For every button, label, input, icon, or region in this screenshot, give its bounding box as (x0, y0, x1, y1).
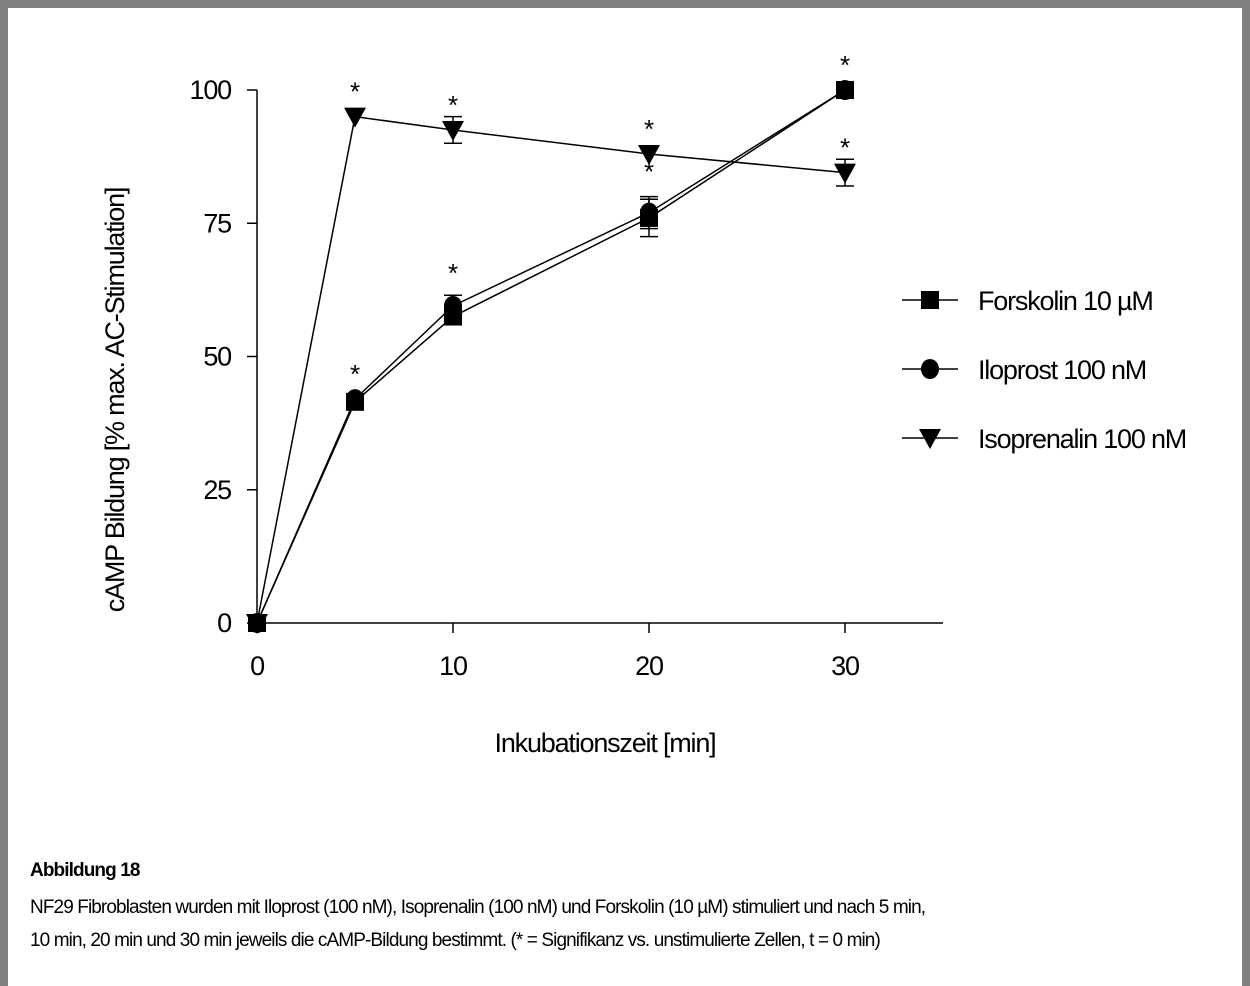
legend-label: Isoprenalin 100 nM (978, 424, 1186, 454)
data-point (834, 163, 856, 184)
legend-marker (919, 429, 941, 449)
legend-item: Forskolin 10 µM (902, 286, 1154, 316)
significance-asterisk: * (448, 258, 458, 288)
y-tick-label: 100 (190, 75, 232, 105)
y-tick-label: 0 (217, 608, 231, 638)
data-point (638, 144, 660, 165)
legend: Forskolin 10 µM Iloprost 100 nM Isoprenali… (902, 286, 1187, 454)
series-circle (248, 80, 854, 633)
significance-asterisk: * (644, 114, 654, 144)
significance-markers: * * * * * * * * (350, 50, 850, 389)
significance-asterisk: * (840, 50, 850, 80)
y-tick-label: 75 (203, 208, 231, 238)
series-square (248, 81, 854, 632)
figure-caption: Abbildung 18 NF29 Fibroblasten wurden mi… (30, 854, 1240, 957)
legend-item: Iloprost 100 nM (902, 355, 1147, 385)
x-tick-label: 0 (250, 651, 264, 681)
x-tick-label: 30 (831, 651, 859, 681)
data-point (346, 389, 364, 410)
x-tick-label: 20 (635, 651, 663, 681)
data-point (344, 107, 366, 128)
x-tick-label: 10 (439, 651, 467, 681)
axes: 0 10 20 30 0 25 50 75 100 (190, 75, 943, 681)
data-point (836, 80, 854, 100)
data-point (246, 614, 268, 634)
legend-item: Isoprenalin 100 nM (902, 424, 1187, 454)
series-layer (246, 80, 856, 634)
significance-asterisk: * (840, 133, 850, 163)
legend-label: Iloprost 100 nM (978, 355, 1146, 385)
significance-asterisk: * (350, 77, 360, 107)
y-axis-label: cAMP Bildung [% max. AC-Stimulation] (100, 188, 130, 613)
data-point (640, 202, 658, 223)
y-tick-label: 50 (203, 342, 231, 372)
y-tick-label: 25 (203, 475, 231, 505)
legend-marker (921, 359, 939, 379)
data-point (444, 295, 462, 316)
series-line (256, 115, 846, 624)
series-triangle-down (246, 107, 856, 634)
data-point (442, 120, 464, 141)
legend-label: Forskolin 10 µM (978, 286, 1153, 316)
significance-asterisk: * (350, 359, 360, 389)
significance-asterisk: * (448, 90, 458, 120)
caption-line-1: NF29 Fibroblasten wurden mit Iloprost (1… (30, 897, 926, 918)
significance-asterisk: * (644, 157, 654, 187)
caption-title: Abbildung 18 (30, 860, 140, 881)
legend-marker (921, 291, 939, 309)
x-axis-label: Inkubationszeit [min] (495, 728, 716, 758)
caption-line-2: 10 min, 20 min und 30 min jeweils die cA… (30, 930, 881, 951)
